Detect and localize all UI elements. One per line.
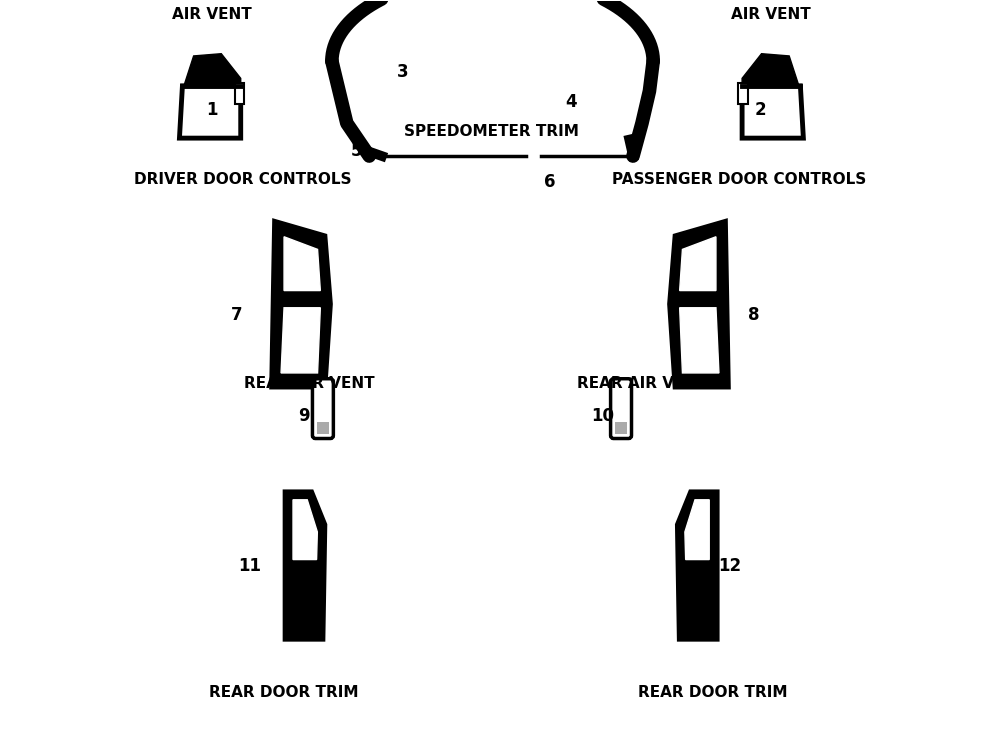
Text: AIR VENT: AIR VENT <box>172 8 252 22</box>
Text: SPEEDOMETER TRIM: SPEEDOMETER TRIM <box>404 124 578 139</box>
Text: REAR AIR VENT: REAR AIR VENT <box>244 376 375 392</box>
Polygon shape <box>284 237 320 290</box>
Text: PASSENGER DOOR CONTROLS: PASSENGER DOOR CONTROLS <box>612 172 866 187</box>
FancyBboxPatch shape <box>611 379 632 439</box>
Polygon shape <box>179 86 241 138</box>
Polygon shape <box>271 220 331 388</box>
Text: 6: 6 <box>544 173 556 191</box>
Text: 2: 2 <box>754 100 766 118</box>
Polygon shape <box>742 54 799 86</box>
Bar <box>615 422 627 434</box>
Polygon shape <box>184 54 241 86</box>
Bar <box>235 82 244 104</box>
Text: REAR AIR VENT: REAR AIR VENT <box>577 376 707 392</box>
Text: 3: 3 <box>397 64 409 82</box>
Text: 5: 5 <box>351 142 362 160</box>
Polygon shape <box>669 220 729 388</box>
Text: 1: 1 <box>207 100 218 118</box>
FancyBboxPatch shape <box>312 379 333 439</box>
Polygon shape <box>332 0 653 156</box>
Polygon shape <box>680 308 719 373</box>
Polygon shape <box>293 500 317 560</box>
Text: REAR DOOR TRIM: REAR DOOR TRIM <box>638 685 788 700</box>
Text: REAR DOOR TRIM: REAR DOOR TRIM <box>209 685 358 700</box>
Text: DRIVER DOOR CONTROLS: DRIVER DOOR CONTROLS <box>134 172 351 187</box>
Bar <box>738 82 748 104</box>
Text: 11: 11 <box>238 556 261 574</box>
Text: 4: 4 <box>565 93 577 111</box>
Bar <box>317 422 329 434</box>
Text: AIR VENT: AIR VENT <box>731 8 810 22</box>
Polygon shape <box>685 500 709 560</box>
Polygon shape <box>680 237 716 290</box>
Text: 7: 7 <box>231 306 243 324</box>
Text: 9: 9 <box>298 407 310 425</box>
Text: 8: 8 <box>748 306 760 324</box>
Polygon shape <box>284 490 326 640</box>
Polygon shape <box>281 308 320 373</box>
Polygon shape <box>742 86 803 138</box>
Text: 12: 12 <box>719 556 742 574</box>
Text: 10: 10 <box>592 407 615 425</box>
Polygon shape <box>676 490 718 640</box>
